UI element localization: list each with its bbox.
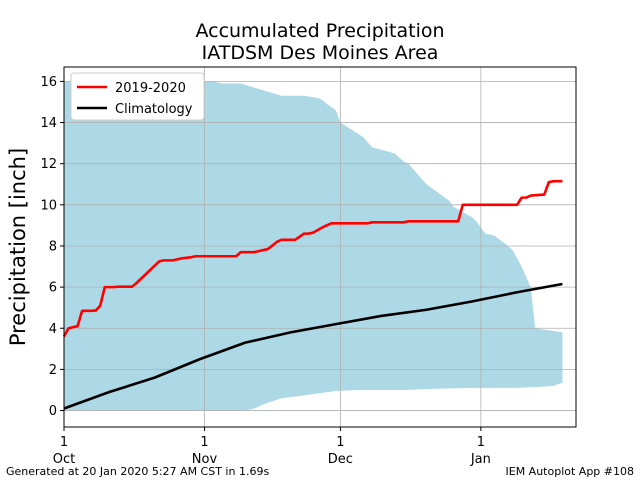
app-credit: IEM Autoplot App #108: [505, 465, 635, 478]
series-line-season: [62, 179, 563, 338]
y-tick-label: 2: [49, 363, 57, 378]
plot-area: 0 2 4 6 8 10 12 14 16 1 Oct 1 Nov 1 Dec 1 Jan 2019-2020 Cl…: [40, 66, 577, 467]
x-tick-label-month: Oct: [53, 452, 75, 467]
x-tick-label-month: Jan: [470, 452, 491, 467]
chart-title-line-1: Accumulated Precipitation: [195, 20, 444, 42]
y-tick-label: 12: [40, 157, 57, 172]
x-tick-label-month: Dec: [328, 452, 353, 467]
legend-label: 2019-2020: [115, 81, 186, 96]
x-tick-label-day: 1: [477, 435, 485, 450]
y-tick-label: 10: [40, 198, 57, 213]
x-tick-label-day: 1: [336, 435, 344, 450]
x-tick-label-day: 1: [60, 435, 68, 450]
generated-timestamp: Generated at 20 Jan 2020 5:27 AM CST in …: [6, 465, 270, 478]
x-tick-label-day: 1: [200, 435, 208, 450]
y-axis-label: Precipitation [inch]: [6, 148, 30, 346]
series-line-climatology: [63, 282, 563, 410]
x-tick-label-month: Nov: [192, 452, 218, 467]
axes-frame: [63, 66, 577, 428]
y-tick-label: 4: [49, 322, 57, 337]
legend-label: Climatology: [115, 102, 193, 117]
y-tick-label: 14: [40, 116, 57, 131]
y-tick-label: 0: [49, 404, 57, 419]
chart-title-line-2: IATDSM Des Moines Area: [202, 42, 439, 64]
y-tick-label: 8: [49, 239, 57, 254]
y-tick-label: 16: [40, 75, 57, 90]
y-tick-label: 6: [49, 281, 57, 296]
